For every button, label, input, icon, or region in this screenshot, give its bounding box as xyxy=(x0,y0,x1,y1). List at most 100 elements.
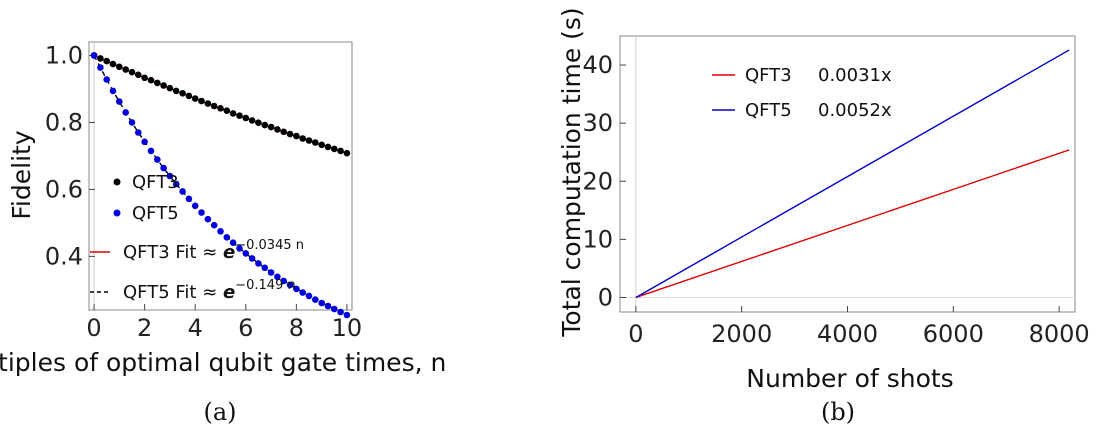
panel-b-xtick-label: 0 xyxy=(628,320,643,348)
panel-a-point-qft3 xyxy=(172,87,180,95)
panel-b-ytick-label: 20 xyxy=(582,167,613,195)
panel-a-point-qft3 xyxy=(280,128,288,136)
panel-a-point-qft5 xyxy=(185,195,193,203)
panel-a-point-qft3 xyxy=(154,79,161,87)
panel-a-point-qft5 xyxy=(90,52,98,59)
panel-a-point-qft5 xyxy=(204,215,212,223)
panel-a-frame xyxy=(88,41,353,311)
panel-a-fit-name: QFT3 Fit ≈ xyxy=(123,242,223,263)
panel-a-point-qft5 xyxy=(217,228,224,235)
panel-a-point-qft5 xyxy=(248,255,256,262)
panel-a-point-qft3 xyxy=(147,76,155,84)
panel-a-point-qft5 xyxy=(191,202,199,210)
panel-a-point-qft3 xyxy=(248,117,256,124)
panel-a-point-qft5 xyxy=(122,109,129,116)
panel-a-point-qft3 xyxy=(223,107,231,114)
panel-a-point-qft3 xyxy=(109,60,117,68)
panel-a-point-qft3 xyxy=(198,97,205,105)
panel-b-xlabel: Number of shots xyxy=(746,364,953,393)
panel-a-point-qft3 xyxy=(261,121,269,129)
panel-b-xtick-label: 6000 xyxy=(923,320,984,348)
panel-a-point-qft3 xyxy=(267,123,275,131)
panel-a-fit-exponent: −0.149 n xyxy=(235,278,295,293)
panel-a-point-qft3 xyxy=(255,119,262,126)
panel-a-point-qft3 xyxy=(122,66,129,73)
panel-a-point-qft5 xyxy=(312,296,319,303)
panel-a-point-qft5 xyxy=(198,209,205,216)
panel-b-ytick-label: 10 xyxy=(582,225,613,253)
panel-a-point-qft5 xyxy=(286,281,294,289)
panel-b-legend-slope: 0.0031x xyxy=(818,65,892,86)
panel-b-ytick-label: 0 xyxy=(598,283,613,311)
panel-a-point-qft3 xyxy=(179,90,186,97)
panel-a-ytick-label: 0.8 xyxy=(45,108,83,136)
panel-a-point-qft5 xyxy=(160,164,167,172)
panel-a-point-qft3 xyxy=(299,135,307,142)
panel-a-point-qft3 xyxy=(312,139,319,146)
panel-b-ytick-label: 40 xyxy=(582,51,613,79)
panel-a-ylabel: Fidelity xyxy=(7,130,36,219)
panel-b-line-qft3 xyxy=(635,149,1070,299)
panel-b-line-qft5 xyxy=(635,49,1070,299)
panel-a-point-qft5 xyxy=(141,138,148,146)
panel-a-point-qft5 xyxy=(293,285,300,293)
panel-a-point-qft3 xyxy=(128,68,136,76)
panel-a-legend-fit-label: QFT3 Fit ≈ e−0.0345 n xyxy=(123,238,304,263)
panel-a-point-qft3 xyxy=(166,84,174,92)
panel-a-xtick-label: 8 xyxy=(289,314,304,342)
panel-a-point-qft5 xyxy=(261,264,269,272)
panel-a-point-qft5 xyxy=(324,302,332,310)
panel-a-point-qft5 xyxy=(318,299,326,307)
panel-a-point-qft3 xyxy=(242,114,250,122)
panel-a-ytick-label: 0.6 xyxy=(45,175,83,203)
panel-a-point-qft3 xyxy=(103,57,110,65)
panel-a-legend-marker xyxy=(113,209,121,217)
panel-a-point-qft5 xyxy=(267,269,275,276)
panel-a-point-qft5 xyxy=(179,188,186,195)
panel-b-legend-label: QFT3 xyxy=(745,65,792,86)
panel-a-caption: (a) xyxy=(203,398,236,426)
panel-a-points xyxy=(90,52,351,319)
panel-b-legend-slope: 0.0052x xyxy=(818,100,892,121)
panel-a-point-qft3 xyxy=(293,132,300,140)
panel-a-point-qft3 xyxy=(141,74,148,82)
panel-b-axes: 0 2000 4000 6000 8000 0 10 20 30 40 xyxy=(582,36,1090,348)
panel-a-point-qft5 xyxy=(305,292,313,300)
panel-b-legend-label: QFT5 xyxy=(745,100,792,121)
panel-a-point-qft5 xyxy=(116,98,123,105)
panel-a-legend-marker xyxy=(113,178,121,186)
panel-a-point-qft5 xyxy=(166,172,174,180)
panel-a-point-qft3 xyxy=(217,105,224,112)
panel-b-xtick-label: 4000 xyxy=(817,320,878,348)
panel-a-point-qft3 xyxy=(324,143,332,151)
panel-a-xtick-label: 6 xyxy=(238,314,253,342)
panel-a-point-qft3 xyxy=(229,110,237,117)
panel-a-point-qft3 xyxy=(318,141,326,149)
panel-a-point-qft5 xyxy=(343,311,351,319)
panel-a: 0 2 4 6 8 10 0.4 0.6 0.8 1.0 QFT3 QFT5 QFT3 Fit ≈ e… xyxy=(0,41,446,426)
panel-a-point-qft3 xyxy=(160,82,167,89)
panel-a-fit-base: e xyxy=(223,242,235,263)
panel-a-ytick-label: 0.4 xyxy=(45,242,83,270)
panel-a-point-qft3 xyxy=(274,126,281,133)
panel-b-lines xyxy=(635,49,1070,299)
panel-a-point-qft5 xyxy=(135,129,142,136)
panel-b-ytick-label: 30 xyxy=(582,109,613,137)
panel-a-point-qft3 xyxy=(286,130,294,138)
panel-a-point-qft3 xyxy=(337,147,344,155)
panel-b-caption: (b) xyxy=(821,398,855,426)
panel-b-xtick-label: 2000 xyxy=(711,320,772,348)
panel-a-point-qft5 xyxy=(255,260,262,267)
panel-a-point-qft3 xyxy=(191,95,199,102)
panel-a-legend-label: QFT5 xyxy=(132,203,179,224)
panel-a-fit-base: e xyxy=(223,282,235,303)
panel-a-fit-exponent: −0.0345 n xyxy=(235,238,304,253)
panel-a-point-qft3 xyxy=(135,71,142,79)
panel-a-point-qft5 xyxy=(109,87,117,95)
panel-b-legend: QFT3 0.0031x QFT5 0.0052x xyxy=(712,65,892,121)
panel-a-point-qft3 xyxy=(116,63,123,71)
panel-a-point-qft5 xyxy=(337,308,344,316)
